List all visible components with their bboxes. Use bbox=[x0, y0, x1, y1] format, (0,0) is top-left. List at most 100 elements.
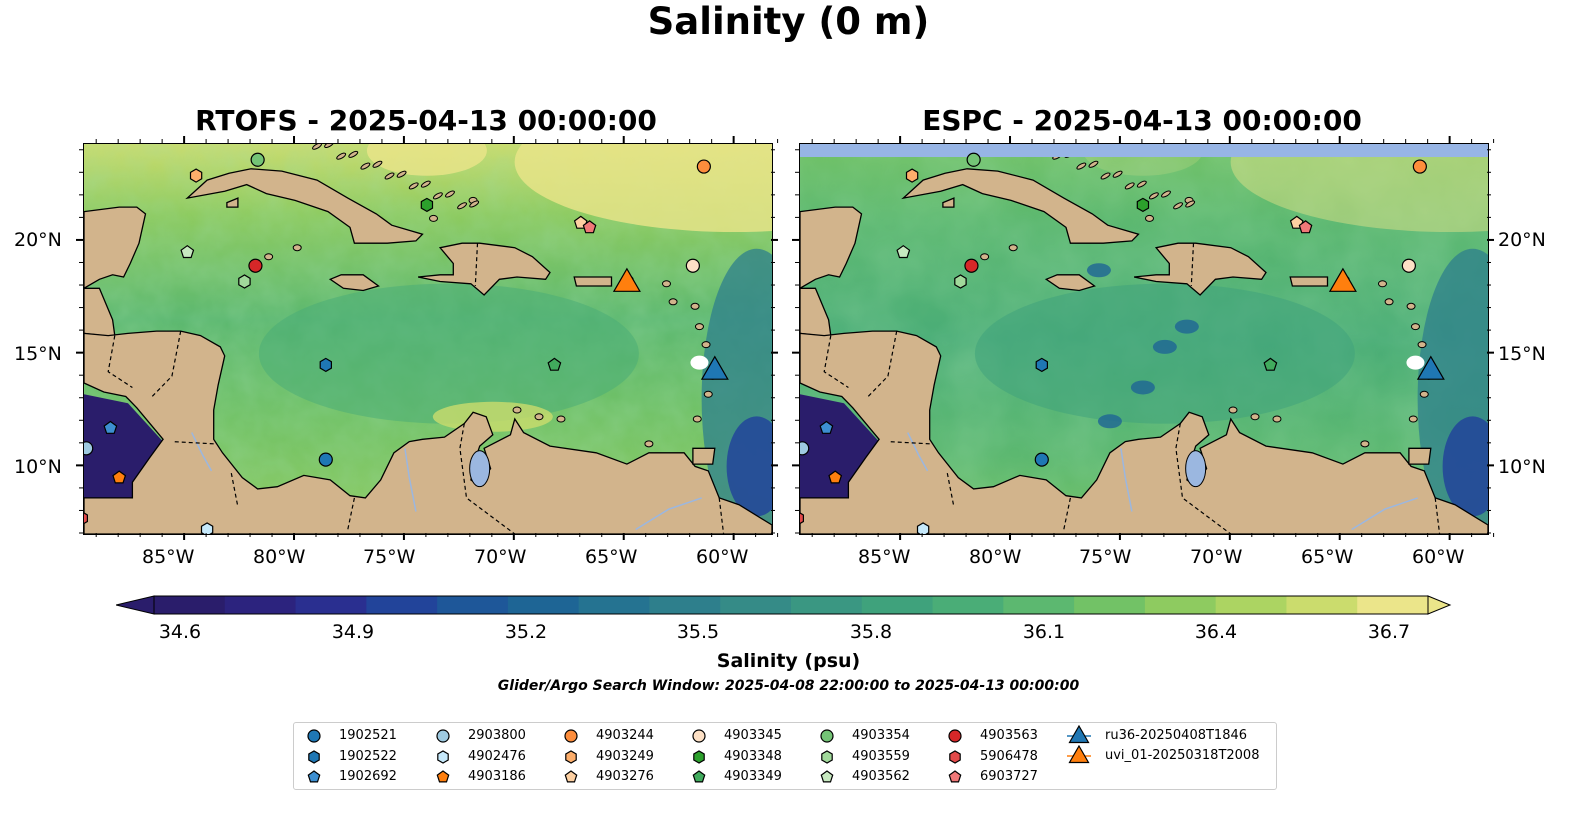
legend-label: 4903354 bbox=[852, 728, 910, 743]
colorbar-segment bbox=[154, 596, 226, 614]
argo-float-marker bbox=[966, 152, 981, 167]
legend-label: uvi_01-20250318T2008 bbox=[1105, 748, 1260, 763]
argo-float-marker bbox=[250, 152, 265, 167]
map-espc bbox=[799, 143, 1489, 535]
legend-marker-circle bbox=[564, 729, 578, 743]
colorbar-tick-label: 36.1 bbox=[1022, 621, 1066, 643]
argo-float-marker bbox=[547, 357, 562, 371]
argo-float-marker bbox=[1263, 357, 1278, 371]
land-isla bbox=[226, 197, 239, 208]
small-island bbox=[512, 406, 522, 414]
land-jamaica bbox=[328, 274, 380, 292]
legend-marker-hexagon bbox=[437, 750, 449, 764]
colorbar-segment bbox=[366, 596, 438, 614]
legend-marker-pentagon bbox=[564, 770, 578, 783]
colorbar-segment bbox=[578, 596, 650, 614]
small-island bbox=[1377, 280, 1387, 288]
argo-float-marker bbox=[685, 258, 700, 273]
argo-float-marker bbox=[84, 512, 89, 525]
colorbar-segment bbox=[1357, 596, 1429, 614]
legend-label: 1902522 bbox=[339, 749, 397, 764]
land-puertoRico bbox=[1289, 276, 1329, 287]
small-island bbox=[980, 253, 990, 261]
land-puertoRico bbox=[573, 276, 613, 287]
small-island bbox=[1410, 323, 1420, 331]
legend-marker-circle bbox=[692, 729, 706, 743]
argo-float-marker bbox=[905, 168, 919, 183]
legend-marker-pentagon bbox=[307, 770, 321, 783]
land-cuba bbox=[901, 168, 1140, 244]
colorbar-tick-label: 34.6 bbox=[158, 621, 202, 643]
colorbar-tick-label: 36.4 bbox=[1194, 621, 1238, 643]
argo-float-marker bbox=[896, 244, 911, 259]
colorbar-tick-label: 35.5 bbox=[676, 621, 720, 643]
land-hispaniola bbox=[417, 242, 551, 296]
legend-label: ru36-20250408T1846 bbox=[1105, 728, 1248, 743]
glider-marker bbox=[1416, 355, 1445, 380]
legend-marker-circle bbox=[948, 729, 962, 743]
lon-label-85w-espc: 85°W bbox=[858, 546, 911, 568]
argo-float-marker bbox=[1035, 357, 1048, 373]
legend-label: 5906478 bbox=[980, 749, 1038, 764]
legend-label: 4903244 bbox=[596, 728, 654, 743]
legend-marker-triangle bbox=[1068, 725, 1090, 744]
legend-label: 4903562 bbox=[852, 769, 910, 784]
argo-float-marker bbox=[189, 168, 203, 183]
small-island bbox=[534, 413, 544, 421]
argo-float-marker bbox=[103, 420, 118, 434]
lake-maracaibo bbox=[1185, 450, 1207, 488]
search-window-caption: Glider/Argo Search Window: 2025-04-08 22… bbox=[497, 678, 1080, 694]
small-island bbox=[1417, 341, 1427, 349]
colorbar-tick-label: 36.7 bbox=[1367, 621, 1411, 643]
colorbar-tick-label: 35.8 bbox=[849, 621, 893, 643]
lon-label-65w-espc: 65°W bbox=[1301, 546, 1354, 568]
colorbar-segment bbox=[295, 596, 367, 614]
colorbar-segment bbox=[1215, 596, 1287, 614]
colorbar-segment bbox=[437, 596, 509, 614]
legend: 1902521 1902522 1902692 2903800 4902476 49031… bbox=[293, 722, 1277, 790]
small-island bbox=[1144, 214, 1154, 222]
small-island bbox=[556, 415, 566, 423]
argo-float-marker bbox=[180, 244, 195, 259]
argo-float-marker bbox=[318, 452, 333, 467]
legend-label: 1902521 bbox=[339, 728, 397, 743]
map-rtofs bbox=[83, 143, 773, 535]
lon-label-75w-rtofs: 75°W bbox=[363, 546, 416, 568]
small-island bbox=[1360, 440, 1370, 448]
land-cuba bbox=[185, 168, 424, 244]
legend-label: 4903563 bbox=[980, 728, 1038, 743]
colorbar-segment bbox=[720, 596, 792, 614]
legend-marker-hexagon bbox=[949, 750, 961, 764]
legend-marker-hexagon bbox=[693, 750, 705, 764]
small-island bbox=[1250, 413, 1260, 421]
lon-label-60w-rtofs: 60°W bbox=[696, 546, 749, 568]
panel-title-espc: ESPC - 2025-04-13 00:00:00 bbox=[922, 104, 1362, 137]
lon-label-65w-rtofs: 65°W bbox=[585, 546, 638, 568]
lat-label-15n-left: 15°N bbox=[14, 343, 62, 365]
argo-float-marker bbox=[800, 441, 810, 456]
lon-label-70w-espc: 70°W bbox=[1190, 546, 1243, 568]
colorbar-segment bbox=[507, 596, 580, 614]
lat-label-15n-right: 15°N bbox=[1498, 343, 1546, 365]
colorbar-segment bbox=[1003, 596, 1075, 614]
figure-suptitle: Salinity (0 m) bbox=[647, 0, 930, 43]
small-island bbox=[701, 341, 711, 349]
lat-label-10n-left: 10°N bbox=[14, 456, 62, 478]
lon-label-70w-rtofs: 70°W bbox=[474, 546, 527, 568]
colorbar-title: Salinity (psu) bbox=[716, 650, 861, 672]
legend-label: 4903349 bbox=[724, 769, 782, 784]
argo-float-marker bbox=[916, 522, 930, 534]
small-island bbox=[694, 323, 704, 331]
argo-float-marker bbox=[248, 258, 263, 273]
lake-maracaibo bbox=[469, 450, 491, 488]
panel-title-rtofs: RTOFS - 2025-04-13 00:00:00 bbox=[195, 104, 657, 137]
small-island bbox=[668, 298, 678, 306]
argo-float-marker bbox=[238, 274, 251, 289]
small-island bbox=[1408, 415, 1418, 423]
legend-label: 4903345 bbox=[724, 728, 782, 743]
argo-float-marker bbox=[200, 522, 214, 534]
argo-float-marker bbox=[954, 274, 967, 289]
small-island bbox=[661, 280, 671, 288]
legend-label: 4903186 bbox=[468, 769, 526, 784]
